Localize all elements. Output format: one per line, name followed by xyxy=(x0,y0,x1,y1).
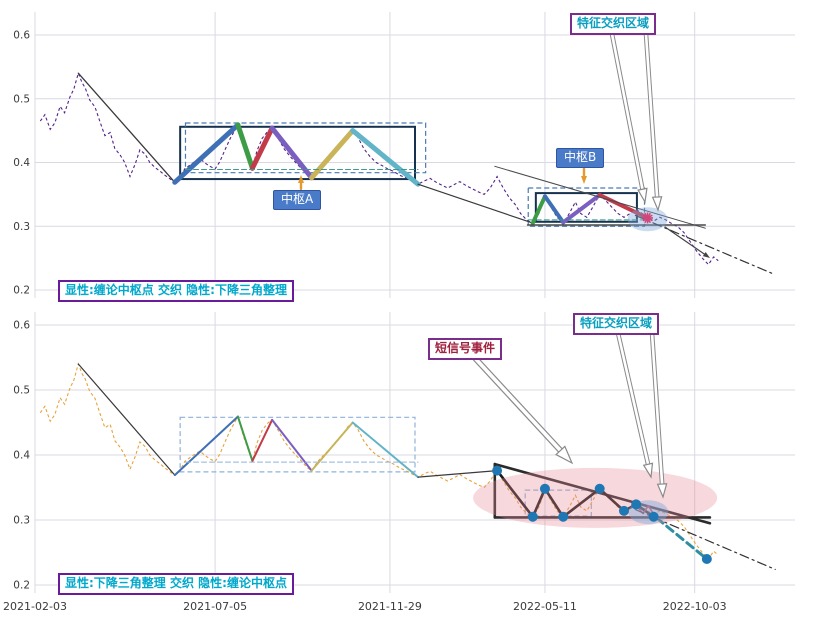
x-tick-label: 2021-02-03 xyxy=(3,600,67,613)
x-tick-label: 2022-05-11 xyxy=(513,600,577,613)
annotation-feature-zone-top: 特征交织区域 xyxy=(570,13,657,35)
price-line xyxy=(39,71,719,266)
trend-segment xyxy=(417,470,498,478)
annotation-arrow-head xyxy=(581,176,587,184)
annotation-arrow-head xyxy=(651,196,663,212)
trend-segment xyxy=(173,415,239,477)
trend-segment xyxy=(597,193,650,220)
star-marker xyxy=(642,214,653,222)
chart-top-chanlun-explicit: 0.2 0.3 0.4 0.5 0.6 xyxy=(13,12,795,298)
trend-segment xyxy=(235,122,255,171)
vertex-dot xyxy=(539,483,550,494)
trend-segment xyxy=(269,125,315,181)
vertex-dot xyxy=(594,483,605,494)
annotation-arrow xyxy=(472,355,563,453)
y-tick-label: 0.4 xyxy=(13,157,30,169)
y-tick-label: 0.2 xyxy=(13,285,30,297)
vertex-dot xyxy=(619,505,629,516)
vertex-dot xyxy=(701,554,712,564)
vertex-dot xyxy=(492,465,503,476)
annotation-arrow xyxy=(664,226,705,255)
annotation-arrow-head xyxy=(555,445,574,465)
trend-segment xyxy=(236,415,254,462)
trend-segment xyxy=(655,516,709,561)
y-tick-label: 0.3 xyxy=(13,221,30,233)
pivot-zone-rect xyxy=(527,187,646,227)
trend-segment xyxy=(417,183,534,224)
annotation-arrow xyxy=(650,331,664,486)
annotation-arrow xyxy=(610,32,644,191)
y-tick-label: 0.5 xyxy=(13,93,30,105)
y-tick-label: 0.6 xyxy=(13,30,30,42)
trend-segment xyxy=(530,194,547,226)
trend-segment xyxy=(351,421,419,479)
x-tick-label: 2021-07-05 xyxy=(183,600,247,613)
annotation-arrow-head xyxy=(298,175,304,183)
vertex-dot xyxy=(527,511,538,522)
trend-segment xyxy=(350,128,421,187)
trend-segment xyxy=(172,122,241,185)
trend-segment xyxy=(249,125,275,171)
annotation-short-signal-event: 短信号事件 xyxy=(428,338,503,360)
annotation-arrow-head xyxy=(702,251,710,258)
y-tick-label: 0.6 xyxy=(13,320,30,332)
status-box-top: 显性:缠论中枢点 交织 隐性:下降三角整理 xyxy=(58,280,294,302)
annotation-arrow-head xyxy=(637,187,648,204)
trend-segment xyxy=(561,193,602,225)
trend-segment xyxy=(634,509,776,571)
vertex-dot xyxy=(648,511,659,522)
annotation-arrow xyxy=(644,32,659,199)
trend-segment xyxy=(310,421,354,472)
y-tick-label: 0.2 xyxy=(13,580,30,592)
y-tick-label: 0.4 xyxy=(13,450,30,462)
trend-segment xyxy=(271,418,313,472)
annotation-arrow xyxy=(616,331,650,466)
annotation-zhongshu-a-label: 中枢A xyxy=(273,190,322,210)
trend-segment xyxy=(77,72,176,183)
x-tick-label: 2022-10-03 xyxy=(663,600,727,613)
annotation-feature-zone-bottom: 特征交织区域 xyxy=(573,313,660,335)
y-tick-label: 0.3 xyxy=(13,515,30,527)
price-line xyxy=(39,362,719,560)
trend-segment xyxy=(309,128,356,181)
y-tick-label: 0.5 xyxy=(13,385,30,397)
annotation-arrow-head xyxy=(656,483,668,499)
trend-segment xyxy=(543,194,566,225)
annotation-zhongshu-b-label: 中枢B xyxy=(556,148,605,168)
x-tick-label: 2021-11-29 xyxy=(358,600,422,613)
vertex-dot xyxy=(558,511,569,522)
trend-segment xyxy=(77,363,176,476)
annotation-arrow-head xyxy=(642,462,654,479)
chart-bottom-triangle-explicit: 0.2 0.3 0.4 0.5 0.6 xyxy=(13,312,795,593)
pivot-zone-rect xyxy=(179,125,416,181)
trend-segment xyxy=(251,418,274,462)
pivot-zone-rect xyxy=(524,489,592,517)
trend-segment xyxy=(493,462,712,525)
x-axis: 2021-02-03 2021-07-05 2021-11-29 2022-05-11… xyxy=(3,600,727,613)
status-box-bottom: 显性:下降三角整理 交织 隐性:缠论中枢点 xyxy=(58,573,294,595)
trend-segment xyxy=(494,165,706,229)
highlight-ellipse xyxy=(473,467,718,528)
vertex-dot xyxy=(631,499,642,510)
trend-segment xyxy=(634,214,776,276)
